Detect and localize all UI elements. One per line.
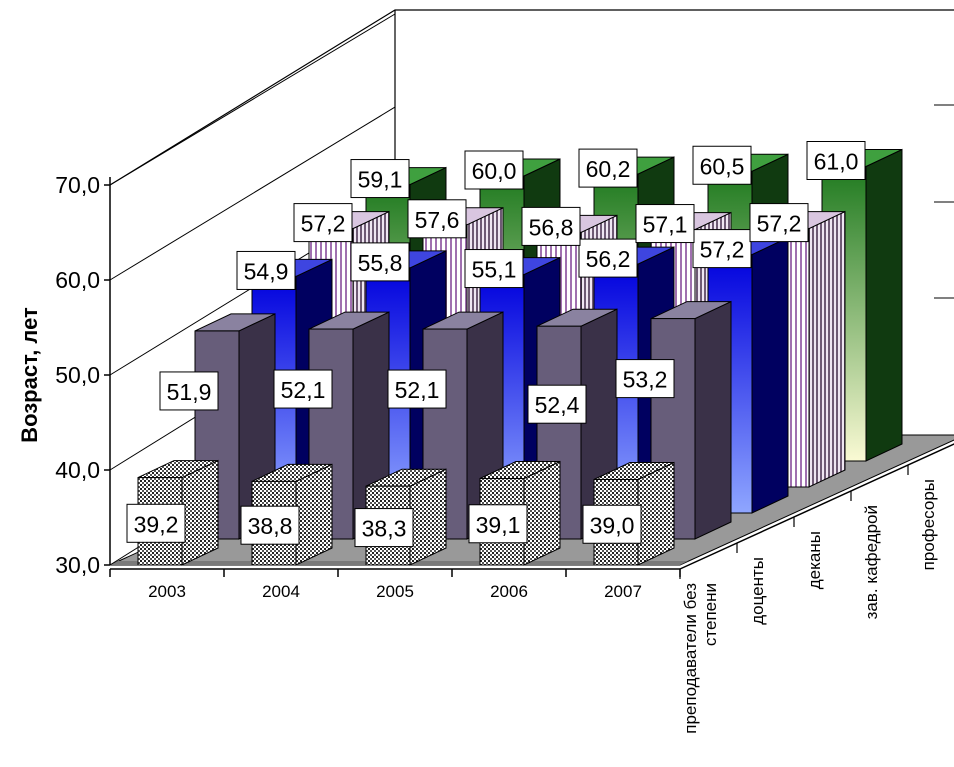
svg-text:60,5: 60,5 xyxy=(700,153,745,179)
data-label: 56,2 xyxy=(578,238,638,278)
gridline-70 xyxy=(109,13,396,186)
series-axis-label: преподаватели безстепени xyxy=(681,583,720,734)
svg-text:57,2: 57,2 xyxy=(301,211,346,237)
svg-text:38,3: 38,3 xyxy=(362,516,407,542)
svg-text:55,1: 55,1 xyxy=(472,257,517,283)
y-tick-label: 60,0 xyxy=(55,267,100,293)
svg-text:57,2: 57,2 xyxy=(757,211,802,237)
svg-text:54,9: 54,9 xyxy=(244,258,289,284)
svg-text:59,1: 59,1 xyxy=(358,167,403,193)
bar-side xyxy=(694,300,732,540)
svg-text:39,0: 39,0 xyxy=(590,512,635,538)
svg-text:57,1: 57,1 xyxy=(643,212,688,238)
bar-side xyxy=(751,236,789,514)
x-tick-label: 2006 xyxy=(490,582,528,601)
series-axis-label: доценты xyxy=(748,557,767,625)
svg-text:61,0: 61,0 xyxy=(814,149,859,175)
series-axis-label: деканы xyxy=(805,531,824,589)
data-label: 57,6 xyxy=(407,199,467,239)
x-tick-label: 2007 xyxy=(604,582,642,601)
svg-text:60,0: 60,0 xyxy=(472,158,517,184)
bar-side xyxy=(865,148,903,462)
svg-text:39,1: 39,1 xyxy=(476,512,521,538)
svg-text:53,2: 53,2 xyxy=(623,367,668,393)
data-label: 51,9 xyxy=(159,371,219,411)
data-label: 38,8 xyxy=(240,505,300,545)
data-label: 39,0 xyxy=(582,504,642,544)
y-axis-title: Возраст, лет xyxy=(17,307,42,443)
data-label: 57,1 xyxy=(635,204,695,244)
bar-side xyxy=(523,460,561,566)
bar-side xyxy=(808,210,846,488)
data-label: 39,1 xyxy=(468,504,528,544)
depth-axis xyxy=(679,443,954,570)
data-label: 60,2 xyxy=(578,148,638,188)
svg-text:56,2: 56,2 xyxy=(586,246,631,272)
data-label: 38,3 xyxy=(354,508,414,548)
y-tick-label: 70,0 xyxy=(55,172,100,198)
data-label: 39,2 xyxy=(126,503,186,543)
svg-text:52,1: 52,1 xyxy=(281,377,326,403)
svg-text:56,8: 56,8 xyxy=(529,214,574,240)
bar-side xyxy=(637,461,675,566)
data-label: 52,4 xyxy=(527,384,587,424)
data-label: 55,1 xyxy=(464,249,524,289)
svg-text:57,6: 57,6 xyxy=(415,207,460,233)
data-label: 54,9 xyxy=(236,250,296,290)
bar-side xyxy=(295,463,333,566)
svg-text:52,1: 52,1 xyxy=(395,377,440,403)
data-label: 61,0 xyxy=(806,141,866,180)
data-label: 55,8 xyxy=(350,242,410,282)
data-label: 56,8 xyxy=(521,206,581,246)
svg-text:60,2: 60,2 xyxy=(586,156,631,182)
y-tick-label: 50,0 xyxy=(55,362,100,388)
x-tick-label: 2005 xyxy=(376,582,414,601)
data-label: 52,1 xyxy=(387,369,447,409)
svg-text:38,8: 38,8 xyxy=(248,513,293,539)
gridline-60 xyxy=(109,106,396,281)
data-label: 60,5 xyxy=(692,145,752,185)
svg-text:52,4: 52,4 xyxy=(535,392,580,418)
svg-text:51,9: 51,9 xyxy=(167,379,212,405)
data-label: 57,2 xyxy=(293,203,353,243)
svg-text:55,8: 55,8 xyxy=(358,250,403,276)
data-label: 57,2 xyxy=(749,203,809,243)
svg-text:39,2: 39,2 xyxy=(134,511,179,537)
y-tick-label: 30,0 xyxy=(55,552,100,578)
data-label: 60,0 xyxy=(464,150,524,190)
data-label: 59,1 xyxy=(350,159,410,199)
data-label: 52,1 xyxy=(273,369,333,409)
series-axis-label: професоры xyxy=(919,479,938,570)
data-label: 53,2 xyxy=(615,359,675,399)
bar xyxy=(251,463,333,566)
svg-text:57,2: 57,2 xyxy=(700,237,745,263)
y-tick-label: 40,0 xyxy=(55,457,100,483)
x-tick-label: 2004 xyxy=(262,582,300,601)
bar-side xyxy=(181,459,219,566)
data-label: 57,2 xyxy=(692,229,752,269)
x-tick-label: 2003 xyxy=(148,582,186,601)
series-axis-label: зав. кафедрой xyxy=(862,505,881,619)
